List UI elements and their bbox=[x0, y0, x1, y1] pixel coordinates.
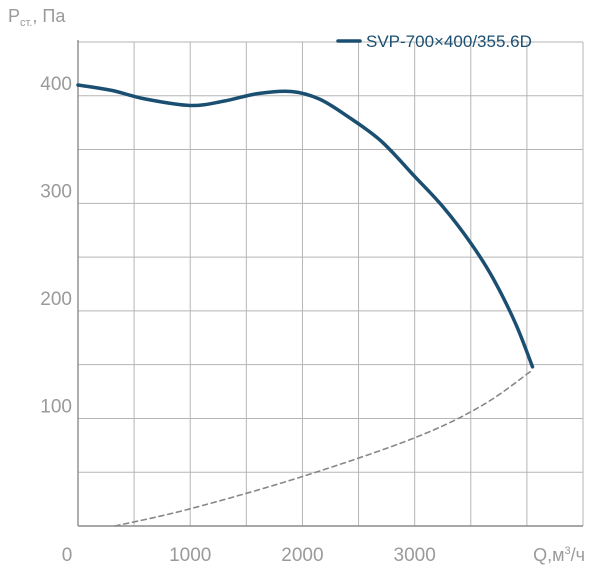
x-tick-label: 3000 bbox=[394, 545, 436, 566]
x-tick-label: 1000 bbox=[169, 545, 211, 566]
y-tick-label: 100 bbox=[40, 396, 72, 417]
y-tick-label: 200 bbox=[40, 289, 72, 310]
labels: 100 200 300 400 0 1000 2000 3000 Pст., Па Q,м3/ч S… bbox=[8, 6, 585, 566]
legend-label: SVP-700×400/355.6D bbox=[366, 32, 532, 51]
fan-curve-line bbox=[76, 83, 535, 369]
system-curve-dashed bbox=[114, 369, 534, 527]
legend: SVP-700×400/355.6D bbox=[336, 32, 532, 51]
x-tick-label: 2000 bbox=[281, 545, 323, 566]
series bbox=[76, 83, 535, 527]
y-tick-label: 300 bbox=[40, 181, 72, 202]
x-axis-title: Q,м3/ч bbox=[533, 545, 585, 565]
y-axis-title: Pст., Па bbox=[8, 6, 66, 29]
x-tick-label: 0 bbox=[62, 545, 73, 566]
axes bbox=[77, 40, 583, 527]
grid-lines bbox=[78, 41, 584, 526]
y-tick-label: 400 bbox=[40, 74, 72, 95]
